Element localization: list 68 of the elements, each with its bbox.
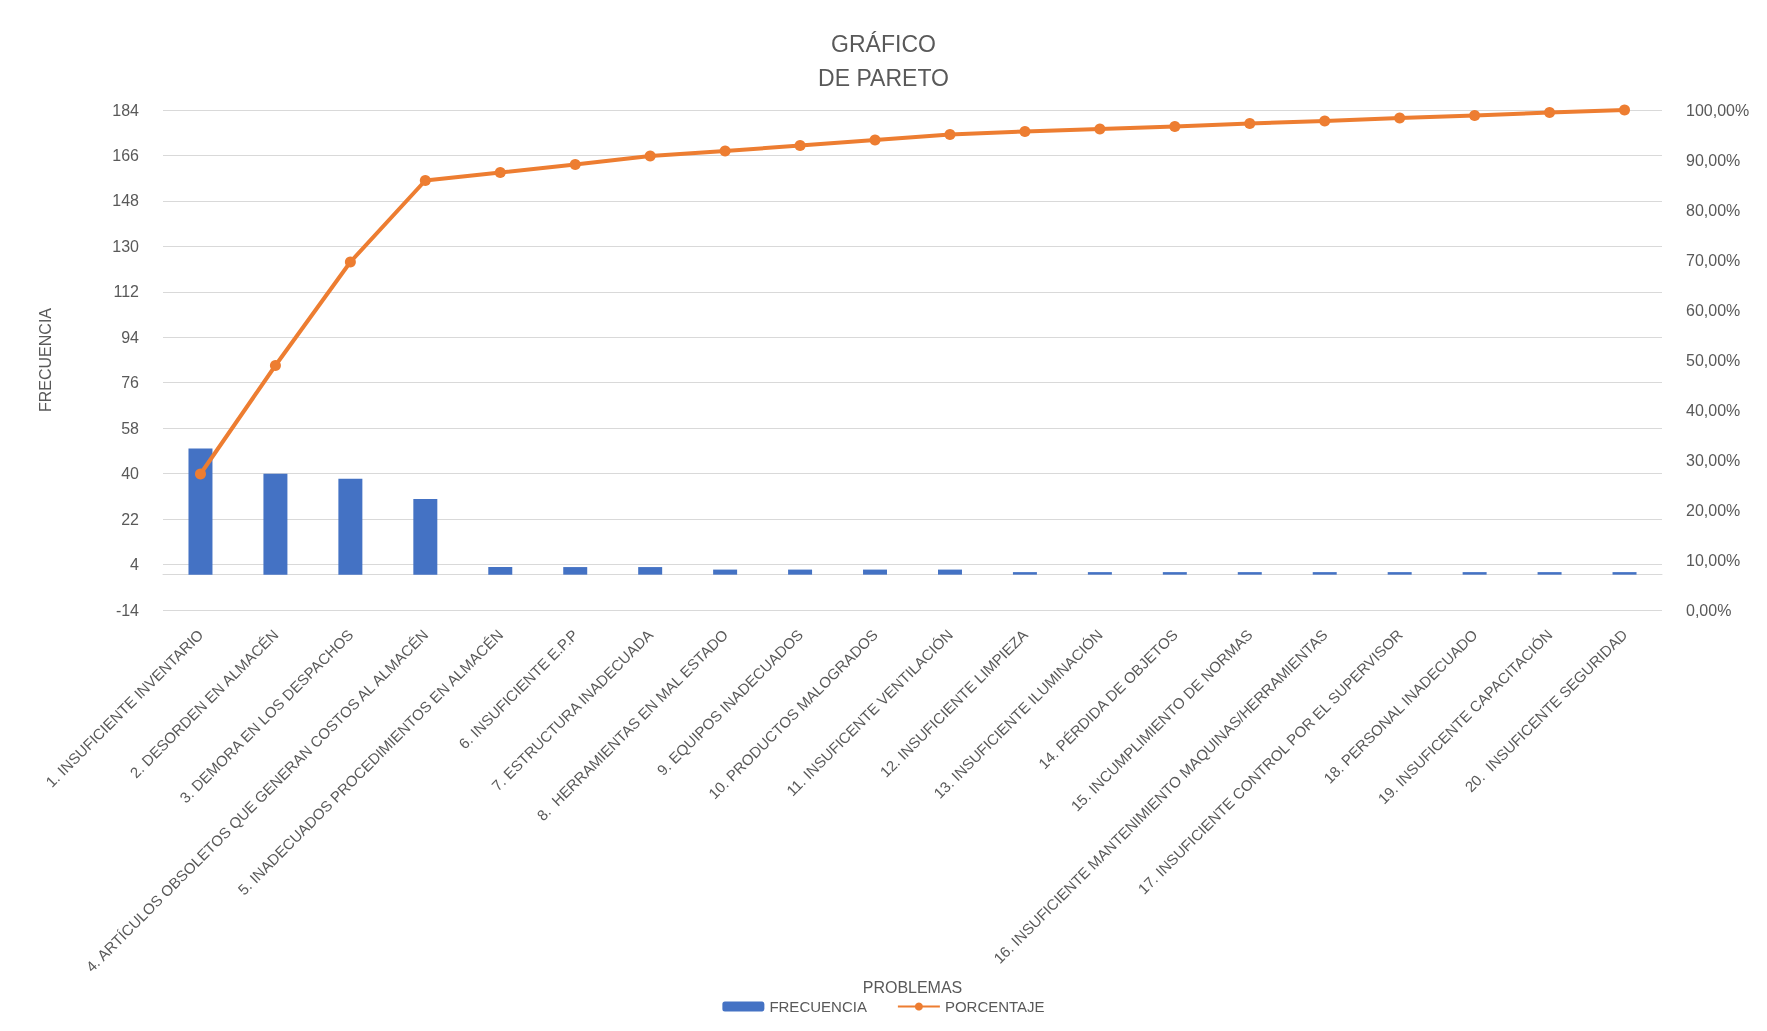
legend-label: FRECUENCIA — [769, 998, 867, 1015]
bar — [863, 569, 888, 575]
bar — [1612, 572, 1637, 575]
bar — [488, 567, 513, 575]
point — [719, 145, 731, 157]
point — [794, 140, 806, 151]
bar — [1387, 572, 1412, 575]
y2-tick-label: 0,00% — [1686, 601, 1732, 619]
bar — [1312, 572, 1337, 575]
bar — [1012, 572, 1037, 575]
point — [1244, 118, 1256, 129]
point — [869, 134, 881, 146]
bar — [937, 569, 962, 575]
bar — [1087, 572, 1112, 575]
point — [419, 175, 431, 186]
point — [1544, 107, 1556, 118]
bar — [413, 498, 438, 575]
bar — [263, 473, 288, 575]
y2-tick-label: 100,00% — [1686, 101, 1750, 119]
bar — [1237, 572, 1262, 575]
y-tick-label: 112 — [113, 283, 140, 301]
y-tick-label: 184 — [112, 101, 140, 119]
y-tick-label: 40 — [121, 465, 140, 483]
point — [344, 256, 356, 268]
y2-tick-label: 50,00% — [1686, 351, 1741, 369]
point — [269, 360, 281, 371]
y-tick-label: -14 — [115, 601, 140, 619]
x-axis-title: PROBLEMAS — [862, 979, 963, 997]
bar — [713, 569, 738, 575]
y-axis-title: FRECUENCIA — [36, 307, 54, 413]
y2-tick-label: 60,00% — [1686, 301, 1741, 319]
point — [569, 159, 581, 170]
y-tick-label: 76 — [121, 374, 140, 392]
y2-tick-label: 10,00% — [1686, 551, 1741, 569]
point — [1319, 115, 1331, 127]
point — [1394, 112, 1406, 124]
y2-tick-label: 30,00% — [1686, 451, 1741, 469]
bar — [788, 569, 813, 575]
y2-tick-label: 20,00% — [1686, 501, 1741, 519]
y-tick-label: 4 — [130, 556, 140, 574]
y-tick-label: 94 — [121, 328, 140, 346]
point — [1469, 110, 1481, 121]
bar — [338, 478, 363, 575]
chart-title: GRÁFICO DE PARETO — [818, 31, 949, 91]
y-tick-label: 166 — [112, 146, 140, 164]
y2-tick-label: 90,00% — [1686, 151, 1741, 169]
bar — [188, 448, 213, 575]
y-tick-label: 130 — [112, 237, 140, 255]
bar — [1462, 572, 1487, 575]
point — [1619, 104, 1631, 116]
point — [194, 468, 206, 480]
legend-label: PORCENTAJE — [944, 998, 1045, 1015]
y2-tick-label: 80,00% — [1686, 201, 1741, 219]
point — [1169, 121, 1181, 132]
bar — [638, 567, 663, 575]
point — [944, 129, 956, 140]
point — [644, 150, 656, 162]
point — [1094, 123, 1106, 135]
y-tick-label: 148 — [112, 192, 140, 210]
bar — [1537, 572, 1562, 575]
point — [1019, 126, 1031, 137]
y2-tick-label: 70,00% — [1686, 251, 1741, 269]
y2-tick-label: 40,00% — [1686, 401, 1741, 419]
y-tick-label: 22 — [121, 510, 140, 528]
y-tick-label: 58 — [121, 419, 140, 437]
point — [494, 167, 506, 178]
bar — [563, 567, 588, 575]
bar — [1162, 572, 1187, 575]
